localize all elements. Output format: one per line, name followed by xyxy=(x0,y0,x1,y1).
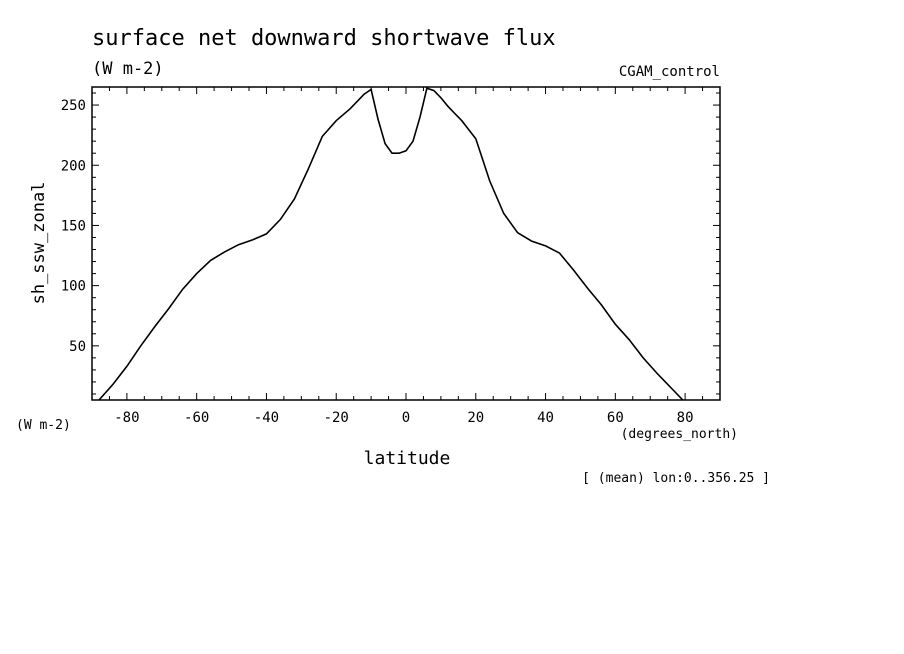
x-axis-label: latitude xyxy=(364,448,451,469)
plot-frame xyxy=(91,86,721,401)
x-tick-label: -40 xyxy=(254,410,279,426)
series-line xyxy=(98,87,684,400)
series-layer xyxy=(98,87,684,400)
y-tick-label: 50 xyxy=(69,339,86,355)
dataset-label: CGAM_control xyxy=(619,64,720,80)
plot-axes xyxy=(91,86,721,401)
chart-title: surface net downward shortwave flux xyxy=(92,26,556,51)
x-tick-label: 0 xyxy=(402,410,410,426)
x-tick-label: 40 xyxy=(537,410,554,426)
x-tick-label: -80 xyxy=(114,410,139,426)
y-tick-label: 200 xyxy=(61,158,86,174)
x-tick-label: -20 xyxy=(324,410,349,426)
x-tick-label: 80 xyxy=(677,410,694,426)
y-tick-label: 150 xyxy=(61,218,86,234)
y-axis-label: sh_ssw_zonal xyxy=(29,182,49,305)
y-tick-label: 250 xyxy=(61,98,86,114)
axis-ticks xyxy=(91,87,721,400)
footnote: [ (mean) lon:0..356.25 ] xyxy=(582,471,770,486)
x-tick-label: -60 xyxy=(184,410,209,426)
x-tick-label: 60 xyxy=(607,410,624,426)
y-tick-label: 100 xyxy=(61,279,86,295)
title-units: (W m-2) xyxy=(92,59,164,79)
y-axis-units: (W m-2) xyxy=(16,418,71,433)
x-tick-label: 20 xyxy=(467,410,484,426)
axis-tick-labels: -80 -60 -40 -20 0 20 40 60 80 50 100 150 200 250 xyxy=(61,98,694,426)
x-axis-units: (degrees_north) xyxy=(621,427,738,442)
